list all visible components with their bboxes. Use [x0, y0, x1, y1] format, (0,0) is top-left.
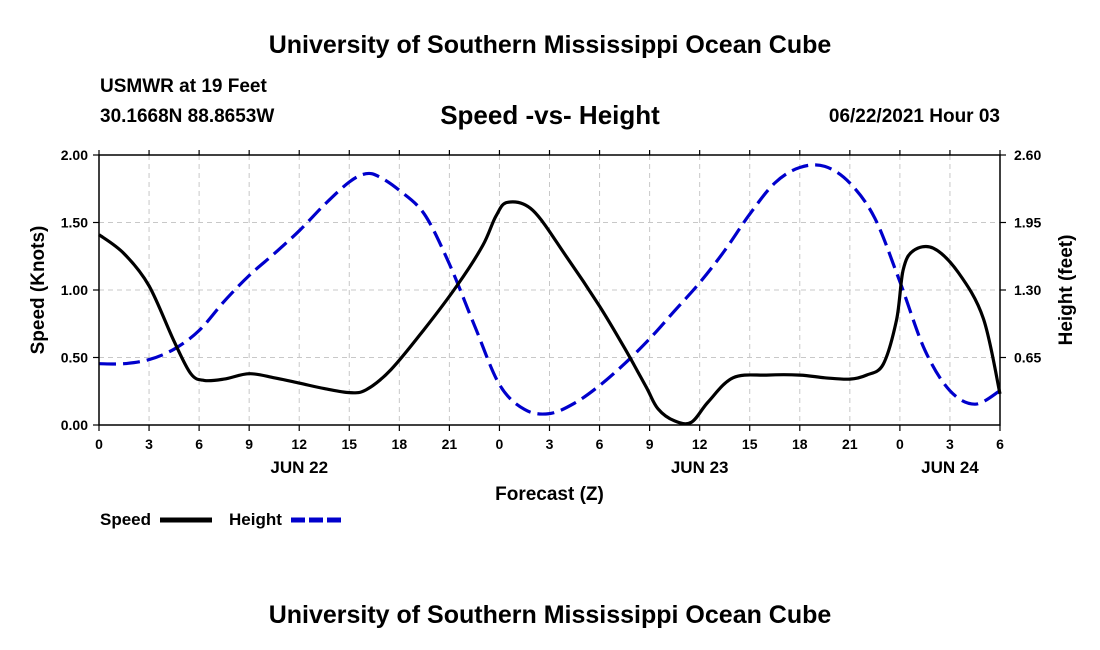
- x-tick-label: 3: [546, 436, 554, 452]
- series-line-speed: [98, 200, 1002, 426]
- y2-tick-label: 2.60: [1014, 147, 1041, 163]
- x-tick-label: 0: [496, 436, 504, 452]
- series-line-height: [98, 163, 1001, 416]
- x-tick-label: 6: [996, 436, 1004, 452]
- x-tick-label: 21: [442, 436, 458, 452]
- x-tick-label: 9: [245, 436, 253, 452]
- y2-axis-title: Height (feet): [1056, 235, 1077, 346]
- y2-tick-label: 1.95: [1014, 215, 1041, 231]
- x-tick-label: 12: [692, 436, 708, 452]
- x-tick-label: 9: [646, 436, 654, 452]
- x-tick-label: 3: [946, 436, 954, 452]
- x-tick-label: 0: [95, 436, 103, 452]
- y-tick-label: 2.00: [61, 147, 88, 163]
- y2-tick-label: 0.65: [1014, 350, 1041, 366]
- x-tick-label: 18: [392, 436, 408, 452]
- x-tick-label: 21: [842, 436, 858, 452]
- day-label: JUN 23: [671, 458, 729, 477]
- top-title: University of Southern Mississippi Ocean…: [268, 31, 832, 59]
- chart-title: Speed -vs- Height: [440, 100, 660, 130]
- y-tick-label: 0.50: [61, 350, 88, 366]
- y-tick-label: 1.00: [61, 282, 88, 298]
- bottom-title: University of Southern Mississippi Ocean…: [268, 601, 832, 629]
- y2-tick-label: 1.30: [1014, 282, 1041, 298]
- x-tick-label: 12: [291, 436, 307, 452]
- y-axis-title: Speed (Knots): [28, 226, 49, 355]
- series-layer: [98, 163, 1002, 426]
- legend-label-height: Height: [229, 510, 282, 529]
- grid: [99, 155, 1000, 425]
- x-tick-label: 6: [596, 436, 604, 452]
- x-tick-label: 3: [145, 436, 153, 452]
- legend: Speed Height: [100, 510, 343, 529]
- day-label: JUN 24: [921, 458, 979, 477]
- y-tick-label: 1.50: [61, 215, 88, 231]
- x-tick-label: 15: [742, 436, 758, 452]
- x-tick-label: 0: [896, 436, 904, 452]
- station-label: USMWR at 19 Feet: [100, 76, 267, 97]
- axes: 0 3 6 9 12 15 18 21 0 3 6 9 12 15 18 21 0 3 6 JUN 22 JUN 23 J…: [61, 147, 1042, 477]
- day-label: JUN 22: [270, 458, 328, 477]
- coords-label: 30.1668N 88.8653W: [100, 106, 275, 127]
- y-tick-label: 0.00: [61, 417, 88, 433]
- x-axis-title: Forecast (Z): [495, 484, 604, 505]
- timestamp-label: 06/22/2021 Hour 03: [828, 106, 1000, 127]
- x-tick-label: 15: [341, 436, 357, 452]
- x-tick-label: 18: [792, 436, 808, 452]
- legend-label-speed: Speed: [100, 510, 151, 529]
- x-tick-label: 6: [195, 436, 203, 452]
